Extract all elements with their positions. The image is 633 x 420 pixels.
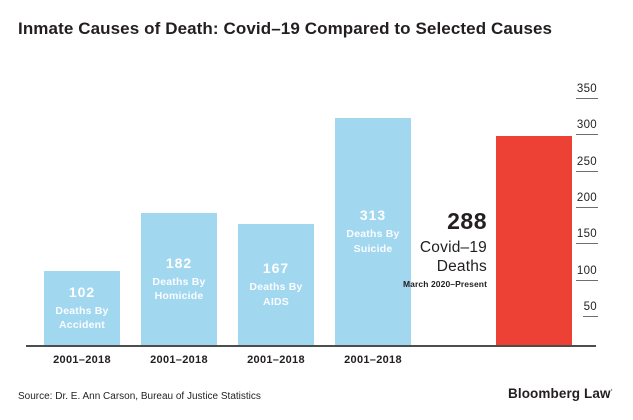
y-tick-300: 300: [575, 119, 598, 136]
bar-inner-label: 313 Deaths By Suicide: [346, 207, 399, 255]
covid-label-line-1: Covid–19: [419, 239, 487, 256]
bar-inner-label: 167 Deaths By AIDS: [249, 260, 302, 308]
covid-deaths-value: 288: [447, 208, 487, 234]
bar-period-label: 2001–2018: [247, 354, 305, 366]
bar-inner-label: 102 Deaths By Accident: [55, 284, 108, 332]
bar-period-label: 2001–2018: [150, 354, 208, 366]
bar-cause-label: Accident: [59, 319, 105, 331]
y-tick-150: 150: [575, 228, 598, 245]
bar-cause-label: Deaths By: [152, 275, 206, 288]
bar-deaths-by-suicide: 313 Deaths By Suicide: [335, 118, 411, 345]
y-tick-100: 100: [575, 265, 598, 281]
bar-value-label: 313: [359, 207, 387, 224]
bar-covid-19-deaths: [496, 136, 572, 345]
bar-cause-label: Deaths By: [55, 304, 109, 317]
covid-label-line-2: Deaths: [436, 258, 487, 275]
bar-value-label: 167: [262, 260, 290, 277]
brand-text: Bloomberg Law: [508, 386, 611, 401]
y-tick-250: 250: [575, 156, 598, 172]
bar-period-label: 2001–2018: [344, 354, 402, 366]
bar-cause-label: Deaths By: [346, 228, 400, 241]
bloomberg-law-logo: Bloomberg Law·: [508, 386, 613, 401]
chart-title: Inmate Causes of Death: Covid–19 Compare…: [18, 19, 553, 38]
y-tick-350: 350: [575, 83, 598, 99]
bar-deaths-by-homicide: 182 Deaths By Homicide: [141, 213, 217, 345]
y-tick-50: 50: [582, 301, 598, 318]
bar-cause-label: AIDS: [263, 295, 289, 308]
bar-cause-label: Homicide: [154, 290, 204, 302]
source-attribution: Source: Dr. E. Ann Carson, Bureau of Jus…: [18, 391, 261, 402]
bar-value-label: 102: [68, 283, 96, 300]
bar-value-label: 182: [165, 254, 193, 271]
bar-inner-label: 182 Deaths By Homicide: [152, 255, 205, 303]
x-axis-line: [26, 345, 596, 347]
bar-deaths-by-aids: 167 Deaths By AIDS: [238, 224, 314, 345]
covid-period-label: March 2020–Present: [402, 279, 487, 289]
bar-cause-label: Deaths By: [249, 281, 303, 294]
bar-period-label: 2001–2018: [53, 354, 111, 366]
trademark-mark: ·: [610, 387, 613, 395]
y-tick-200: 200: [575, 192, 598, 208]
bar-cause-label: Suicide: [353, 242, 393, 255]
covid-annotation: 288 Covid–19 Deaths March 2020–Present: [403, 208, 487, 289]
bar-deaths-by-accident: 102 Deaths By Accident: [44, 271, 120, 345]
